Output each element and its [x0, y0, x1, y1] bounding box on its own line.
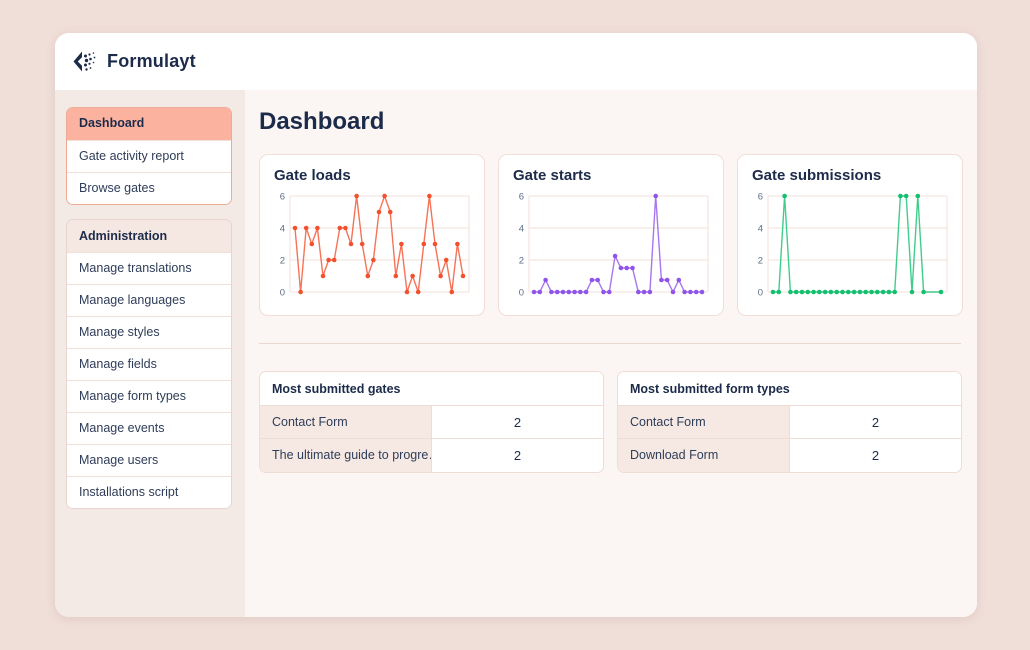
- table-card-most-submitted-form-types: Most submitted form types Contact Form 2 Do…: [617, 371, 962, 473]
- table-row-label: The ultimate guide to progre…: [260, 439, 432, 472]
- svg-text:4: 4: [758, 224, 763, 235]
- table-title: Most submitted gates: [260, 372, 603, 406]
- charts-row: Gate loads 0 2 4 6 Gate starts 0 2 4 6 Gate submis…: [259, 154, 963, 316]
- sidebar-nav: Dashboard Gate activity report Browse gate…: [66, 107, 245, 509]
- svg-text:2: 2: [519, 256, 524, 267]
- chart-title: Gate starts: [513, 167, 592, 184]
- sidebar-item-manage-fields[interactable]: Manage fields: [67, 348, 231, 380]
- svg-text:0: 0: [280, 288, 285, 299]
- svg-text:6: 6: [280, 192, 285, 203]
- sidebar-item-browse-gates[interactable]: Browse gates: [67, 172, 231, 204]
- table-title: Most submitted form types: [618, 372, 961, 406]
- table-row-label: Contact Form: [260, 406, 432, 438]
- logo[interactable]: Formulayt: [71, 48, 196, 75]
- chart-title: Gate submissions: [752, 167, 882, 184]
- sidebar: Dashboard Gate activity report Browse gate…: [55, 90, 245, 617]
- logo-text: Formulayt: [107, 51, 196, 71]
- svg-text:2: 2: [758, 256, 763, 267]
- sidebar-item-manage-form-types[interactable]: Manage form types: [67, 380, 231, 412]
- chart-plot-gate-loads: 0 2 4 6: [280, 192, 470, 299]
- app-window: Formulayt Dashboard Gate activity report B…: [55, 33, 977, 617]
- svg-text:0: 0: [519, 288, 524, 299]
- svg-text:2: 2: [280, 256, 285, 267]
- app-header: Formulayt: [55, 33, 977, 90]
- table-row-label: Contact Form: [618, 406, 790, 438]
- sidebar-item-dashboard[interactable]: Dashboard: [67, 108, 231, 140]
- section-divider: [259, 343, 961, 344]
- table-row-value: 2: [432, 439, 603, 472]
- chart-card-gate-loads: Gate loads 0 2 4 6: [259, 154, 485, 316]
- svg-text:6: 6: [758, 192, 763, 203]
- table-row: Download Form 2: [618, 439, 961, 472]
- sidebar-item-manage-styles[interactable]: Manage styles: [67, 316, 231, 348]
- table-row-value: 2: [432, 406, 603, 438]
- chart-card-gate-submissions: Gate submissions 0 2 4 6: [737, 154, 963, 316]
- table-row-label: Download Form: [618, 439, 790, 472]
- sidebar-item-manage-languages[interactable]: Manage languages: [67, 284, 231, 316]
- table-card-most-submitted-gates: Most submitted gates Contact Form 2 The ult…: [259, 371, 604, 473]
- page-title: Dashboard: [259, 108, 385, 135]
- tables-row: Most submitted gates Contact Form 2 The ult…: [259, 371, 963, 473]
- window-body: Dashboard Gate activity report Browse gate…: [55, 90, 977, 617]
- sidebar-item-manage-events[interactable]: Manage events: [67, 412, 231, 444]
- sidebar-item-manage-translations[interactable]: Manage translations: [67, 252, 231, 284]
- table-row: The ultimate guide to progre… 2: [260, 439, 603, 472]
- sidebar-item-gate-activity-report[interactable]: Gate activity report: [67, 140, 231, 172]
- chart-title: Gate loads: [274, 167, 351, 184]
- sidebar-group: Dashboard Gate activity report Browse gate…: [66, 107, 232, 205]
- svg-text:4: 4: [280, 224, 285, 235]
- table-row: Contact Form 2: [260, 406, 603, 439]
- chart-plot-gate-submissions: 0 2 4 6: [758, 192, 948, 299]
- chart-card-gate-starts: Gate starts 0 2 4 6: [498, 154, 724, 316]
- chart-plot-gate-starts: 0 2 4 6: [519, 192, 709, 299]
- table-row: Contact Form 2: [618, 406, 961, 439]
- formulayt-chevron-dots-icon: [73, 51, 96, 72]
- table-row-value: 2: [790, 439, 961, 472]
- sidebar-item-manage-users[interactable]: Manage users: [67, 444, 231, 476]
- svg-text:4: 4: [519, 224, 524, 235]
- svg-text:0: 0: [758, 288, 763, 299]
- svg-text:6: 6: [519, 192, 524, 203]
- sidebar-item-installations-script[interactable]: Installations script: [67, 476, 231, 508]
- main-content: Dashboard Gate loads 0 2 4 6 Gate starts 0 2 4 6 G…: [245, 90, 977, 617]
- sidebar-group-header-administration: Administration: [67, 220, 231, 252]
- sidebar-group: Administration Manage translations Manage …: [66, 219, 232, 509]
- table-row-value: 2: [790, 406, 961, 438]
